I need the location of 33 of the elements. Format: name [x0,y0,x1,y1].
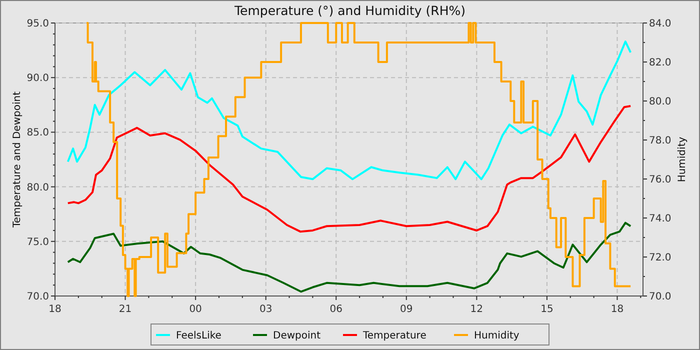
legend-label: FeelsLike [176,330,222,342]
legend-label: Temperature [362,330,426,342]
y2-tick-label: 76.0 [649,174,672,186]
y-tick-label: 95.0 [26,18,49,30]
x-tick-label: 15 [540,304,554,315]
y2-tick-label: 78.0 [649,136,672,146]
y2-tick-label: 82.0 [649,58,672,68]
y2-tick-label: 80.0 [649,96,672,108]
chart-title: Temperature (°) and Humidity (RH%) [234,3,466,18]
y2-tick-label: 74.0 [649,214,672,224]
x-tick-label: 06 [330,304,342,315]
y-tick-label: 85.0 [26,128,49,139]
x-tick-label: 21 [118,304,132,315]
x-tick-label: 09 [400,304,413,315]
y2-tick-label: 70.0 [649,292,672,302]
y2-axis-title: Humidity [677,136,688,182]
x-tick-label: 18 [610,304,624,315]
y-axis-title: Temperature and Dewpoint [12,91,23,229]
line-series [66,222,632,293]
line-series [66,104,632,233]
y2-tick-label: 84.0 [649,18,672,30]
legend-label: Dewpoint [273,330,321,342]
line-series [66,40,632,180]
y-tick-label: 90.0 [26,73,49,84]
x-tick-label: 18 [48,304,62,315]
x-tick-label: 00 [189,304,202,315]
x-tick-label: 03 [259,304,272,315]
y-tick-label: 80.0 [26,182,49,194]
legend-label: Humidity [474,330,520,342]
x-tick-label: 12 [470,304,484,315]
y2-tick-label: 72.0 [649,252,672,264]
y-tick-label: 70.0 [26,292,49,302]
y-tick-label: 75.0 [26,236,49,248]
